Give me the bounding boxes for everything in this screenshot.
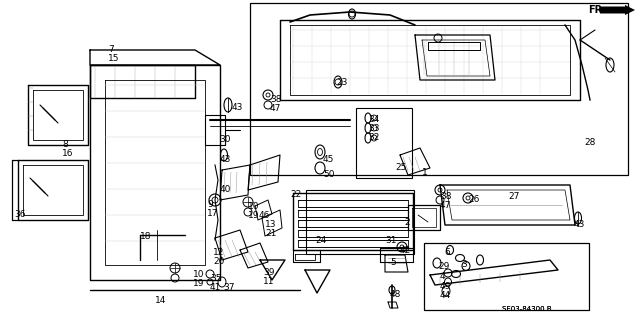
Text: FR.: FR. [588, 5, 606, 15]
Text: 36: 36 [14, 210, 26, 219]
Text: 33: 33 [368, 124, 380, 133]
Text: 32: 32 [368, 133, 380, 142]
Text: 26: 26 [468, 195, 479, 204]
Text: 19: 19 [248, 211, 259, 220]
Text: 46: 46 [259, 211, 270, 220]
Bar [306, 190, 414, 254]
Text: 11: 11 [263, 277, 275, 286]
FancyArrow shape [600, 5, 635, 15]
Text: 45: 45 [323, 155, 334, 164]
Bar [356, 108, 412, 178]
Text: 47: 47 [270, 104, 282, 113]
Text: 43: 43 [574, 220, 586, 229]
Text: 15: 15 [108, 54, 120, 63]
Bar [250, 3, 628, 175]
Text: 3: 3 [461, 260, 467, 269]
Text: 44: 44 [440, 291, 451, 300]
Text: 4: 4 [440, 272, 445, 281]
Text: 31: 31 [385, 236, 397, 245]
Text: 5: 5 [390, 258, 396, 267]
Text: 49: 49 [440, 282, 451, 291]
Text: 37: 37 [223, 283, 234, 292]
Text: SE03-84300 B: SE03-84300 B [502, 306, 552, 312]
Text: 23: 23 [336, 78, 348, 87]
Text: 13: 13 [265, 220, 276, 229]
Text: 35: 35 [210, 274, 221, 283]
Text: SE03-84300 B: SE03-84300 B [502, 306, 552, 312]
Text: 9: 9 [207, 200, 212, 209]
Text: 42: 42 [400, 246, 412, 255]
Text: 10: 10 [248, 202, 259, 211]
Text: 12: 12 [213, 248, 225, 257]
Text: 34: 34 [368, 115, 380, 124]
Text: 50: 50 [323, 170, 335, 179]
Bar [424, 243, 589, 310]
Text: 8: 8 [62, 140, 68, 149]
Text: 16: 16 [62, 149, 74, 158]
Text: 43: 43 [220, 155, 232, 164]
Text: 38: 38 [270, 95, 282, 104]
Text: 27: 27 [508, 192, 520, 201]
Text: 17: 17 [207, 209, 218, 218]
Text: 48: 48 [390, 290, 401, 299]
Text: 19: 19 [193, 279, 205, 288]
Text: 18: 18 [140, 232, 152, 241]
Text: 1: 1 [422, 168, 428, 177]
Text: 43: 43 [232, 103, 243, 112]
Text: 47: 47 [440, 201, 451, 210]
Text: 14: 14 [155, 296, 166, 305]
Text: 24: 24 [315, 236, 326, 245]
Text: 20: 20 [213, 257, 225, 266]
Text: 2: 2 [404, 218, 410, 227]
Text: 38: 38 [440, 192, 451, 201]
Text: 21: 21 [265, 229, 276, 238]
Text: 30: 30 [219, 135, 230, 144]
Text: 28: 28 [584, 138, 595, 147]
Text: 29: 29 [438, 262, 449, 271]
Text: 10: 10 [193, 270, 205, 279]
Text: 22: 22 [290, 190, 301, 199]
Text: 41: 41 [210, 283, 221, 292]
Text: 25: 25 [395, 163, 406, 172]
Text: 39: 39 [263, 268, 275, 277]
Text: 6: 6 [444, 248, 450, 257]
Text: 40: 40 [220, 185, 232, 194]
Text: 7: 7 [108, 45, 114, 54]
